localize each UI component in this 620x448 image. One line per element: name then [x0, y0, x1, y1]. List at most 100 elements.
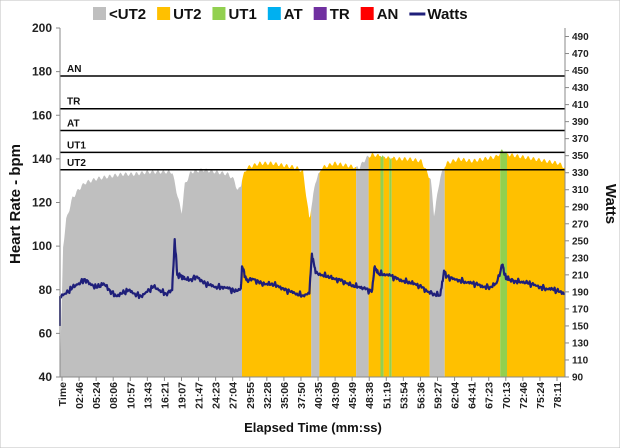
hr-area-ut1-8 — [389, 157, 392, 377]
y-axis-title: Heart Rate - bpm — [7, 144, 24, 264]
right-tick-label: 310 — [572, 185, 589, 196]
right-tick-label: 350 — [572, 151, 589, 162]
right-tick-label: 430 — [572, 83, 589, 94]
legend-label: AT — [284, 6, 303, 23]
left-tick-label: 100 — [32, 239, 52, 253]
left-tick-label: 140 — [32, 152, 52, 166]
right-tick-label: 390 — [572, 117, 589, 128]
right-tick-label: 490 — [572, 32, 589, 43]
left-tick-label: 200 — [32, 21, 52, 35]
x-tick-label: 43:09 — [330, 382, 342, 409]
x-tick-label: 75:24 — [535, 382, 547, 409]
hr-area-ut2-9 — [391, 156, 430, 377]
right-tick-label: 90 — [572, 373, 584, 384]
right-tick-label: 270 — [572, 219, 589, 230]
legend-label: <UT2 — [109, 6, 146, 23]
hr-area-ut2-13 — [507, 153, 565, 377]
hr-area-ut1-6 — [380, 155, 384, 377]
right-tick-label: 370 — [572, 134, 589, 145]
legend-swatch — [212, 7, 226, 20]
threshold-label-at: AT — [67, 119, 80, 130]
left-tick-label: 40 — [39, 370, 53, 384]
x-tick-label: 56:36 — [415, 382, 427, 409]
x-tick-label: 37:50 — [296, 382, 308, 409]
x-tick-label: 40:35 — [313, 382, 325, 409]
hr-area-below-ut2-4 — [356, 155, 369, 377]
hr-area-ut2-3 — [319, 161, 357, 377]
threshold-label-ut1: UT1 — [67, 140, 86, 151]
hr-area-below-ut2-10 — [429, 167, 445, 377]
y2-axis-title: Watts — [602, 184, 619, 224]
x-tick-label: 67:23 — [484, 382, 496, 409]
right-tick-label: 410 — [572, 100, 589, 111]
x-tick-label: 27:04 — [228, 382, 240, 409]
axes: 40 60 80 100 120 140 160 180 200 90 110 130 150 170 19… — [32, 21, 589, 409]
x-tick-label: 64:41 — [467, 382, 479, 409]
hr-area-below-ut2-2 — [311, 172, 320, 377]
plot-area: UT2 UT1 AT TR AN — [59, 64, 566, 377]
legend: <UT2 UT2 UT1 AT TR AN Watts — [93, 6, 468, 23]
x-tick-label: 59:27 — [433, 382, 445, 409]
threshold-label-tr: TR — [67, 97, 81, 108]
legend-item-ut2: UT2 — [157, 6, 201, 23]
legend-label: AN — [377, 6, 399, 23]
left-tick-label: 60 — [39, 326, 53, 340]
hr-area-ut2-7 — [383, 155, 390, 377]
x-tick-label: 24:23 — [211, 382, 223, 409]
right-tick-label: 450 — [572, 66, 589, 77]
left-tick-label: 180 — [32, 65, 52, 79]
right-tick-label: 110 — [572, 355, 589, 366]
x-tick-label: 51:19 — [381, 382, 393, 409]
legend-swatch — [360, 7, 374, 20]
x-tick-label: 29:55 — [245, 382, 257, 409]
legend-label: UT1 — [228, 6, 256, 23]
x-tick-label: 19:07 — [177, 382, 189, 409]
legend-item-ut1: UT1 — [212, 6, 257, 23]
hr-area-ut2-5 — [368, 152, 381, 377]
x-tick-label: 70:13 — [501, 382, 513, 409]
legend-item-an: AN — [360, 6, 399, 23]
legend-swatch — [93, 7, 106, 20]
right-tick-label: 290 — [572, 202, 589, 213]
right-tick-label: 190 — [572, 287, 589, 298]
x-tick-label: 21:47 — [194, 382, 206, 409]
x-tick-label: Time — [57, 382, 69, 406]
right-tick-label: 250 — [572, 236, 589, 247]
right-tick-label: 470 — [572, 49, 589, 60]
legend-item-tr: TR — [313, 6, 350, 23]
x-tick-label: 08:06 — [108, 382, 120, 409]
x-tick-label: 62:04 — [450, 382, 462, 409]
x-tick-label: 05:24 — [91, 382, 103, 409]
left-tick-label: 80 — [39, 283, 53, 297]
legend-label: Watts — [427, 6, 467, 23]
legend-swatch — [313, 7, 327, 20]
right-tick-label: 330 — [572, 168, 589, 179]
legend-label: TR — [330, 6, 350, 23]
left-tick-label: 160 — [32, 108, 52, 122]
right-tick-label: 210 — [572, 270, 589, 281]
x-tick-label: 72:46 — [518, 382, 530, 409]
threshold-label-ut2: UT2 — [67, 158, 86, 169]
x-tick-label: 16:21 — [159, 382, 171, 409]
x-tick-label: 53:54 — [398, 382, 410, 409]
x-axis-title: Elapsed Time (mm:ss) — [244, 420, 382, 435]
right-tick-label: 170 — [572, 304, 589, 315]
legend-item-below-ut2: <UT2 — [93, 6, 146, 23]
right-tick-label: 130 — [572, 338, 589, 349]
legend-item-at: AT — [267, 6, 303, 23]
hr-area-ut1-12 — [500, 149, 507, 377]
legend-swatch — [157, 7, 171, 20]
watts-line — [59, 238, 566, 300]
x-tick-label: 78:11 — [552, 382, 564, 408]
legend-item-watts: Watts — [409, 6, 468, 23]
x-tick-label: 45:49 — [347, 382, 359, 409]
legend-label: UT2 — [173, 6, 201, 23]
hr-area-ut2-1 — [242, 161, 312, 377]
x-tick-label: 10:57 — [125, 382, 137, 409]
hr-area-ut2-11 — [444, 152, 501, 377]
x-tick-label: 32:28 — [262, 382, 274, 409]
threshold-label-an: AN — [67, 64, 81, 75]
x-tick-label: 13:43 — [142, 382, 154, 409]
x-tick-label: 02:46 — [74, 382, 86, 409]
